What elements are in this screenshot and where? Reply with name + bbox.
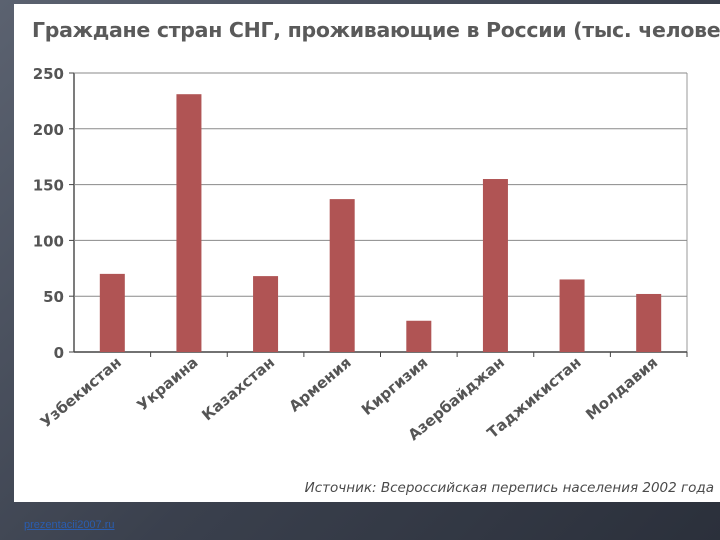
bar-5 bbox=[406, 320, 432, 352]
y-tick-labels: 250 200 150 100 50 0 bbox=[33, 65, 64, 362]
x-tick-label: Киргизия bbox=[358, 353, 431, 419]
y-tick-label: 100 bbox=[33, 232, 64, 250]
bar-3 bbox=[253, 276, 279, 352]
bar-2 bbox=[176, 94, 202, 352]
x-tick-label: Казахстан bbox=[198, 353, 278, 424]
chart-title: Граждане стран СНГ, проживающие в России… bbox=[32, 18, 720, 42]
bar-7 bbox=[559, 279, 585, 352]
slide-frame: Граждане стран СНГ, проживающие в России… bbox=[14, 4, 720, 502]
x-tick-label: Молдавия bbox=[582, 353, 661, 423]
bars bbox=[99, 94, 662, 352]
y-tick-label: 150 bbox=[33, 177, 64, 195]
footer-link[interactable]: prezentacii2007.ru bbox=[24, 519, 115, 531]
bar-8 bbox=[636, 293, 662, 352]
source-note: Источник: Всероссийская перепись населен… bbox=[304, 480, 714, 496]
y-tick-label: 50 bbox=[43, 288, 64, 306]
y-tick-label: 200 bbox=[33, 121, 64, 139]
bar-6 bbox=[482, 179, 508, 352]
x-tick-label: Узбекистан bbox=[37, 353, 125, 431]
x-tick-label: Украина bbox=[134, 353, 202, 414]
x-tick-label: Армения bbox=[286, 353, 355, 415]
bar-1 bbox=[99, 273, 125, 352]
y-tick-label: 0 bbox=[54, 344, 64, 362]
bar-chart: 250 200 150 100 50 0 Узбекистан УкраинаКазахст… bbox=[33, 65, 688, 444]
y-tick-label: 250 bbox=[33, 65, 64, 83]
bar-4 bbox=[329, 199, 355, 352]
grid-layer bbox=[69, 72, 688, 357]
